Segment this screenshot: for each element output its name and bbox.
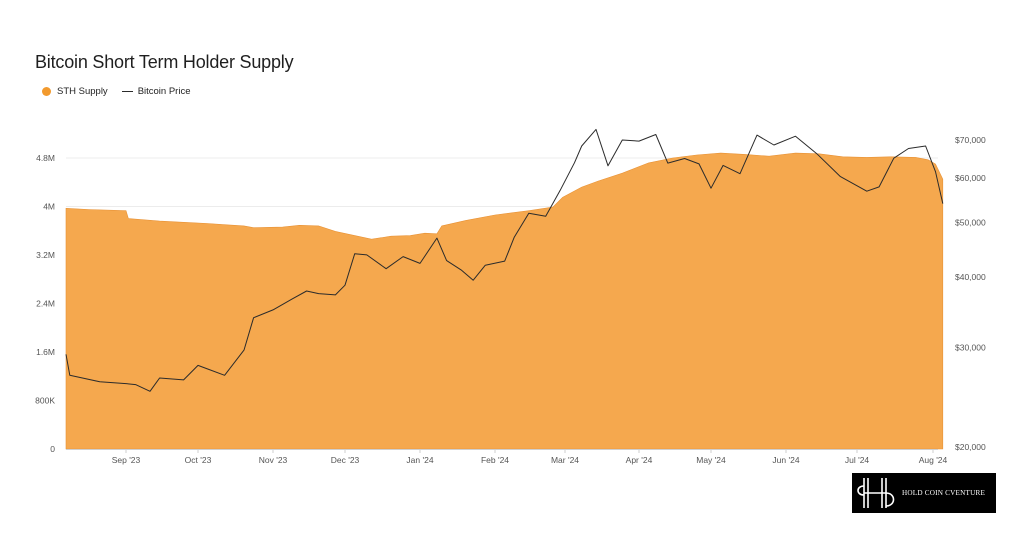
x-axis-tick-label: Oct '23 bbox=[185, 455, 212, 465]
logo-monogram-icon bbox=[857, 478, 895, 508]
legend-item-sth-supply[interactable]: STH Supply bbox=[42, 86, 108, 97]
x-axis-tick-label: Apr '24 bbox=[626, 455, 653, 465]
price-line-layer bbox=[65, 128, 944, 392]
x-axis-tick-label: Jun '24 bbox=[772, 455, 799, 465]
left-axis-tick-label: 1.6M bbox=[36, 347, 55, 357]
x-axis-tick-label: Nov '23 bbox=[259, 455, 288, 465]
sth-supply-area bbox=[65, 152, 944, 450]
x-axis-tick-label: Mar '24 bbox=[551, 455, 579, 465]
right-axis-tick-label: $70,000 bbox=[955, 135, 986, 145]
legend-item-bitcoin-price[interactable]: Bitcoin Price bbox=[121, 86, 191, 97]
right-axis-tick-label: $20,000 bbox=[955, 442, 986, 452]
x-axis-tick-label: Feb '24 bbox=[481, 455, 509, 465]
axes: 0 800K 1.6M 2.4M 3.2M 4M 4.8M $20,000 $30,000 $40… bbox=[35, 135, 986, 465]
right-axis-tick-label: $30,000 bbox=[955, 343, 986, 353]
right-axis-tick-label: $60,000 bbox=[955, 173, 986, 183]
x-axis-tick-label: Dec '23 bbox=[331, 455, 360, 465]
right-axis-tick-label: $40,000 bbox=[955, 272, 986, 282]
x-axis-tick-label: Jul '24 bbox=[845, 455, 870, 465]
left-axis-tick-label: 4M bbox=[43, 202, 55, 212]
x-axis-tick-label: Sep '23 bbox=[112, 455, 141, 465]
legend-swatch-sth-supply bbox=[42, 87, 51, 96]
x-axis-tick-label: May '24 bbox=[696, 455, 726, 465]
legend-swatch-bitcoin-price bbox=[121, 91, 133, 92]
logo-text: HOLD COIN CVENTURE bbox=[902, 489, 986, 497]
chart-title: Bitcoin Short Term Holder Supply bbox=[35, 52, 294, 72]
right-axis-tick-label: $50,000 bbox=[955, 217, 986, 227]
left-axis-tick-label: 2.4M bbox=[36, 299, 55, 309]
left-axis-tick-label: 3.2M bbox=[36, 250, 55, 260]
bitcoin-price-line bbox=[65, 128, 944, 392]
x-axis-tick-label: Aug '24 bbox=[919, 455, 948, 465]
left-axis-tick-label: 4.8M bbox=[36, 153, 55, 163]
legend-label-sth-supply: STH Supply bbox=[57, 86, 108, 97]
left-axis-tick-label: 0 bbox=[50, 444, 55, 454]
plot-area bbox=[65, 152, 944, 450]
legend-label-bitcoin-price: Bitcoin Price bbox=[137, 86, 191, 97]
chart-legend: STH Supply Bitcoin Price bbox=[42, 86, 205, 97]
hold-coin-venture-logo: HOLD COIN CVENTURE bbox=[852, 473, 996, 513]
left-axis-tick-label: 800K bbox=[35, 396, 55, 406]
x-axis-tick-label: Jan '24 bbox=[406, 455, 433, 465]
